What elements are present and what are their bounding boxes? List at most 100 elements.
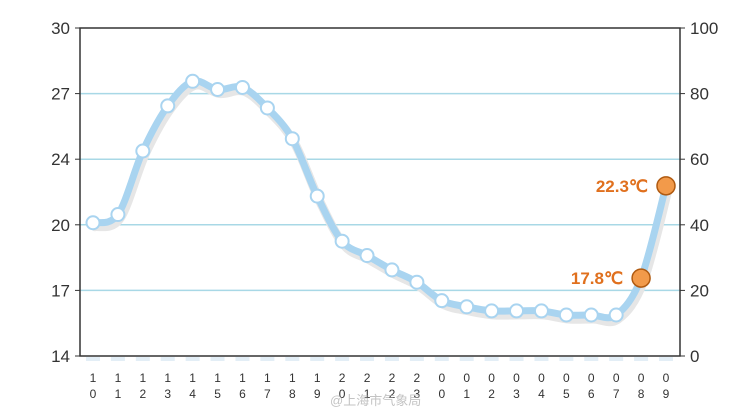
y2-tick-label: 40: [690, 216, 709, 235]
x-tick-label: 9: [663, 387, 670, 401]
highlight-point: [656, 176, 676, 196]
data-point: [459, 299, 475, 315]
x-band-segment: [459, 357, 474, 361]
x-band-segment: [434, 357, 449, 361]
x-band-segment: [584, 357, 599, 361]
x-tick-label: 0: [438, 387, 445, 401]
x-tick-label: 1: [139, 371, 146, 385]
data-point: [309, 188, 325, 204]
data-point: [359, 248, 375, 264]
y-tick-label: 24: [51, 150, 70, 169]
x-tick-label: 1: [289, 371, 296, 385]
x-tick-label: 1: [214, 371, 221, 385]
data-point: [583, 307, 599, 323]
plot-background: [80, 28, 680, 356]
x-band-segment: [235, 357, 250, 361]
x-tick-label: 1: [239, 371, 246, 385]
data-point: [434, 293, 450, 309]
x-tick-label: 6: [588, 387, 595, 401]
y2-tick-label: 0: [690, 347, 699, 366]
x-tick-label: 3: [414, 387, 421, 401]
x-tick-label: 0: [563, 371, 570, 385]
y-tick-label: 20: [51, 216, 70, 235]
data-point: [284, 131, 300, 147]
y-axis-right: 100 80 60 40 20 0: [680, 19, 718, 366]
x-band-segment: [285, 357, 300, 361]
x-axis: 1 0 1 1 1 2 1 3 1 4 1 5 1 6 1 7 1 8 1 9 2 0 2 1 2 2 2 3 0 0 0 1 0 2 0 3 0 4 0 5…: [86, 357, 673, 401]
x-band-segment: [160, 357, 175, 361]
x-tick-label: 1: [264, 371, 271, 385]
x-tick-label: 0: [513, 371, 520, 385]
y-tick-label: 17: [51, 281, 70, 300]
x-band-segment: [509, 357, 524, 361]
x-band-segment: [534, 357, 549, 361]
x-tick-label: 0: [488, 371, 495, 385]
data-point: [160, 98, 176, 114]
y2-tick-label: 80: [690, 85, 709, 104]
x-band-segment: [409, 357, 424, 361]
x-tick-label: 9: [314, 387, 321, 401]
x-tick-label: 0: [613, 371, 620, 385]
data-point: [234, 79, 250, 95]
x-tick-label: 0: [438, 371, 445, 385]
data-point: [409, 274, 425, 290]
x-band-segment: [260, 357, 275, 361]
x-tick-label: 4: [189, 387, 196, 401]
y-tick-label: 14: [51, 347, 70, 366]
x-tick-label: 8: [638, 387, 645, 401]
data-point: [334, 233, 350, 249]
plot-frame: [79, 27, 681, 357]
x-band-segment: [86, 357, 100, 361]
x-band-segment: [210, 357, 225, 361]
data-point: [210, 82, 226, 97]
x-tick-label: 0: [538, 371, 545, 385]
data-point: [509, 303, 525, 319]
data-point: [259, 100, 275, 116]
highlight-point: [631, 268, 651, 288]
x-tick-label: 6: [239, 387, 246, 401]
x-band-segment: [360, 357, 375, 361]
x-tick-label: 1: [164, 371, 171, 385]
x-tick-label: 1: [90, 371, 97, 385]
x-tick-label: 1: [115, 387, 122, 401]
watermark: @上海市气象局: [330, 393, 421, 408]
y-tick-label: 30: [51, 19, 70, 38]
x-tick-label: 2: [389, 371, 396, 385]
x-tick-label: 2: [339, 371, 346, 385]
data-point: [533, 303, 549, 319]
x-tick-label: 2: [139, 387, 146, 401]
x-tick-label: 2: [488, 387, 495, 401]
x-tick-label: 1: [364, 387, 371, 401]
x-tick-label: 8: [289, 387, 296, 401]
data-point: [608, 307, 624, 323]
x-band-segment: [384, 357, 399, 361]
x-band-segment: [110, 357, 125, 361]
x-tick-label: 7: [264, 387, 271, 401]
x-tick-label: 0: [638, 371, 645, 385]
y2-tick-label: 60: [690, 150, 709, 169]
series-points: [85, 73, 676, 323]
x-band-segment: [559, 357, 574, 361]
x-tick-label: 1: [115, 371, 122, 385]
data-point: [558, 307, 574, 323]
x-tick-label: 3: [164, 387, 171, 401]
x-tick-label: 1: [314, 371, 321, 385]
x-tick-label: 5: [214, 387, 221, 401]
x-tick-label: 0: [90, 387, 97, 401]
x-tick-label: 2: [414, 371, 421, 385]
x-band-segment: [335, 357, 350, 361]
x-tick-label: 0: [339, 387, 346, 401]
x-band-segment: [634, 357, 649, 361]
x-tick-label: 2: [389, 387, 396, 401]
x-band-segment: [185, 357, 200, 361]
value-annotation: 22.3℃: [596, 177, 648, 196]
data-point: [185, 73, 201, 89]
x-tick-label: 7: [613, 387, 620, 401]
x-band-segment: [135, 357, 150, 361]
data-point: [484, 303, 500, 319]
data-point: [85, 215, 101, 231]
x-tick-label: 0: [663, 371, 670, 385]
x-tick-label: 4: [538, 387, 545, 401]
x-band-segment: [484, 357, 499, 361]
x-tick-label: 1: [189, 371, 196, 385]
